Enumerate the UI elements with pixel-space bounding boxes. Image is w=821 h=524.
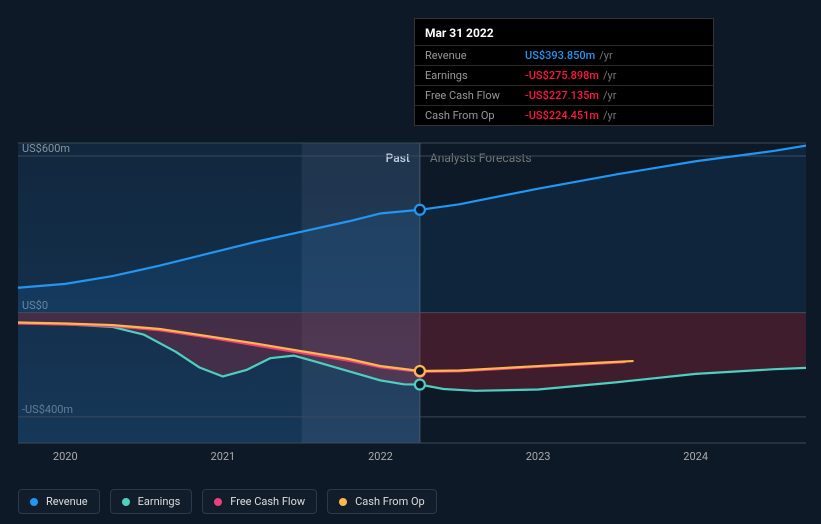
tooltip-metric-label: Earnings (425, 69, 525, 82)
tooltip-row: Revenue US$393.850m /yr (415, 45, 713, 65)
tooltip-metric-unit: /yr (599, 49, 612, 62)
legend-color-dot (339, 498, 347, 506)
tooltip-metric-label: Revenue (425, 49, 525, 62)
tooltip-row: Cash From Op -US$224.451m /yr (415, 105, 713, 125)
x-axis-label: 2024 (683, 450, 708, 463)
legend-label: Revenue (46, 495, 88, 508)
tooltip-metric-label: Free Cash Flow (425, 89, 525, 102)
legend-color-dot (214, 498, 222, 506)
chart-legend: Revenue Earnings Free Cash Flow Cash From O… (18, 489, 437, 514)
x-axis-label: 2023 (526, 450, 551, 463)
x-axis-label: 2021 (211, 450, 236, 463)
tooltip-metric-value: -US$224.451m (525, 109, 599, 122)
legend-item[interactable]: Earnings (110, 489, 193, 514)
tooltip-metric-unit: /yr (603, 69, 616, 82)
x-axis-label: 2020 (53, 450, 78, 463)
tooltip-metric-label: Cash From Op (425, 109, 525, 122)
tooltip-row: Free Cash Flow -US$227.135m /yr (415, 85, 713, 105)
x-axis-label: 2022 (368, 450, 393, 463)
legend-item[interactable]: Free Cash Flow (202, 489, 317, 514)
x-axis: 2020 2021 2022 2023 2024 (18, 450, 806, 470)
legend-label: Free Cash Flow (230, 495, 305, 508)
tooltip-metric-value: -US$275.898m (525, 69, 599, 82)
legend-label: Cash From Op (355, 495, 425, 508)
tooltip-metric-unit: /yr (603, 89, 616, 102)
legend-item[interactable]: Revenue (18, 489, 100, 514)
tooltip-row: Earnings -US$275.898m /yr (415, 65, 713, 85)
legend-label: Earnings (138, 495, 181, 508)
tooltip-metric-value: -US$227.135m (525, 89, 599, 102)
data-tooltip: Mar 31 2022 Revenue US$393.850m /yr Earn… (414, 18, 714, 126)
legend-color-dot (30, 498, 38, 506)
tooltip-metric-value: US$393.850m (525, 49, 595, 62)
tooltip-date: Mar 31 2022 (415, 19, 713, 45)
tooltip-metric-unit: /yr (603, 109, 616, 122)
chart-plot-area[interactable] (18, 118, 806, 478)
legend-item[interactable]: Cash From Op (327, 489, 437, 514)
legend-color-dot (122, 498, 130, 506)
